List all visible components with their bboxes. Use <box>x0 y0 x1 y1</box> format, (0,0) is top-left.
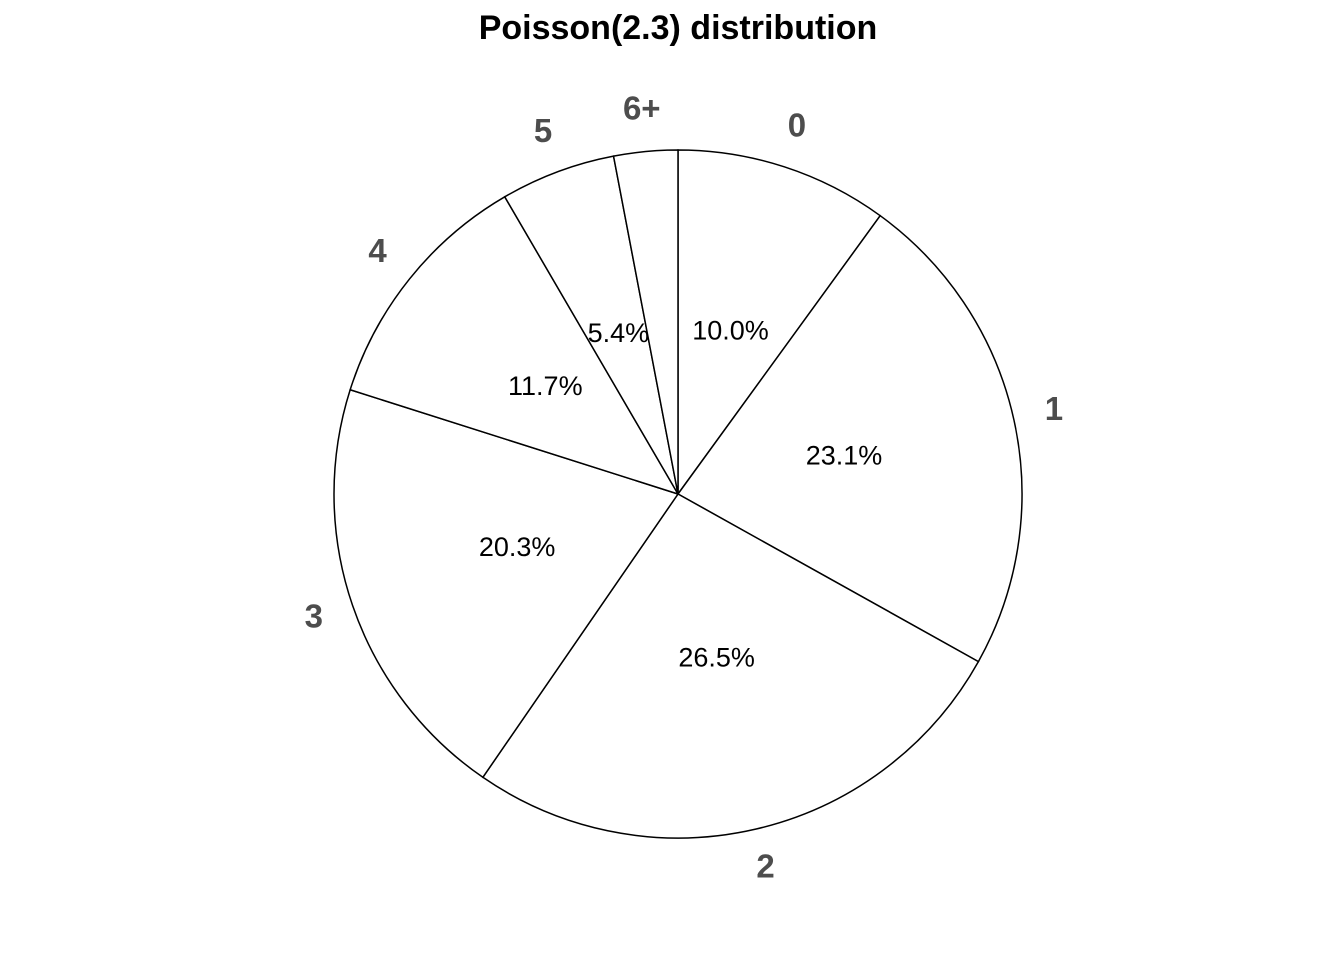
value-label: 20.3% <box>479 532 556 562</box>
category-label: 2 <box>756 848 774 885</box>
value-label: 11.7% <box>508 371 583 401</box>
value-label: 26.5% <box>678 643 755 673</box>
pie-slice <box>333 388 680 779</box>
value-label: 5.4% <box>588 318 650 348</box>
category-label: 4 <box>368 232 387 269</box>
value-label: 10.0% <box>692 315 769 345</box>
pie-slice <box>676 214 1023 663</box>
category-label: 6+ <box>623 89 661 126</box>
pie-slice <box>612 149 679 495</box>
category-label: 3 <box>305 597 323 634</box>
chart-title: Poisson(2.3) distribution <box>479 9 878 47</box>
pie-slice <box>349 195 680 496</box>
pie-slice <box>677 149 882 497</box>
value-label: 23.1% <box>806 441 883 471</box>
category-label: 5 <box>534 112 552 149</box>
category-label: 1 <box>1045 390 1063 427</box>
pie-slice <box>481 493 980 839</box>
category-label: 0 <box>788 107 806 144</box>
